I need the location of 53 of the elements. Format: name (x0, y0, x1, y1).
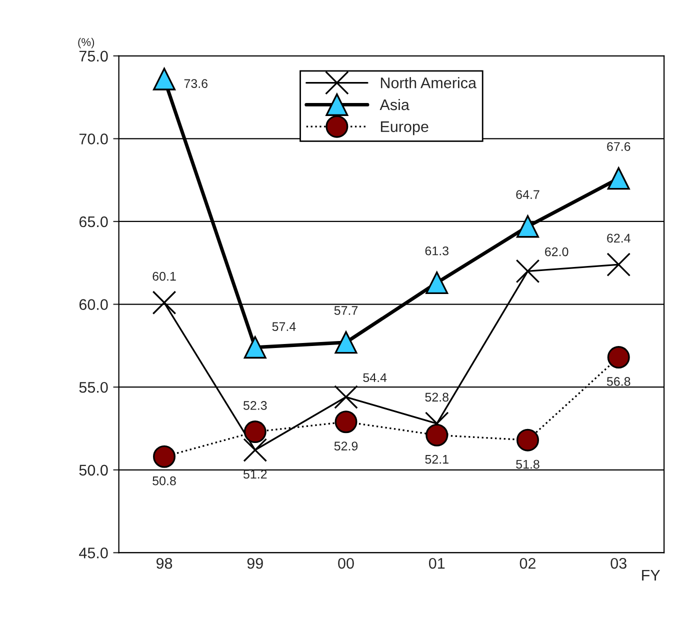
point (607, 346, 630, 369)
data-label: 57.7 (334, 306, 358, 315)
data-label: 62.0 (545, 247, 568, 256)
point (606, 252, 631, 276)
legend-label: North America (380, 77, 477, 88)
y-tick-label: 75.0 (79, 50, 108, 62)
data-label: 54.4 (363, 373, 387, 382)
point (244, 336, 266, 359)
data-label: 62.4 (607, 234, 630, 243)
x-tick-label: 03 (610, 558, 626, 569)
y-tick-label: 65.0 (79, 216, 108, 228)
data-label: 51.2 (243, 470, 267, 479)
data-label: 73.6 (184, 79, 208, 88)
data-label: 60.1 (152, 272, 176, 281)
point (516, 428, 539, 452)
x-tick-label: 00 (338, 558, 354, 569)
point (516, 215, 539, 238)
point (516, 259, 540, 284)
point (334, 385, 358, 409)
point (334, 410, 358, 434)
data-label: 52.9 (334, 442, 358, 450)
legend-label: Europe (380, 121, 428, 136)
data-label: 52.8 (425, 392, 448, 402)
point (607, 167, 630, 190)
data-label: 61.3 (425, 246, 448, 256)
y-axis-title: (%) (78, 38, 94, 48)
x-tick-label: 98 (156, 558, 172, 569)
data-label: 51.8 (516, 460, 540, 469)
point (152, 290, 176, 315)
y-tick-label: 45.0 (79, 548, 108, 558)
x-tick-label: 99 (247, 558, 263, 569)
y-tick-label: 60.0 (79, 299, 108, 310)
data-label: 52.3 (243, 401, 267, 410)
data-label: 57.4 (272, 322, 296, 331)
y-tick-label: 70.0 (79, 134, 108, 144)
point (153, 68, 176, 90)
data-label: 67.6 (607, 142, 630, 151)
x-axis-title: FY (642, 570, 660, 580)
data-label: 64.7 (516, 190, 540, 199)
data-label: 56.8 (606, 377, 630, 386)
point (153, 445, 176, 468)
point (244, 420, 266, 444)
point (334, 331, 358, 354)
point (243, 438, 268, 462)
legend-label: Asia (380, 98, 410, 110)
y-tick-label: 55.0 (79, 382, 108, 393)
point (426, 424, 448, 446)
data-label: 52.1 (425, 454, 448, 464)
point (426, 272, 448, 294)
x-tick-label: 02 (520, 558, 536, 569)
data-label: 50.8 (152, 476, 176, 486)
x-tick-label: 01 (428, 558, 445, 569)
y-tick-label: 50.0 (79, 464, 108, 476)
